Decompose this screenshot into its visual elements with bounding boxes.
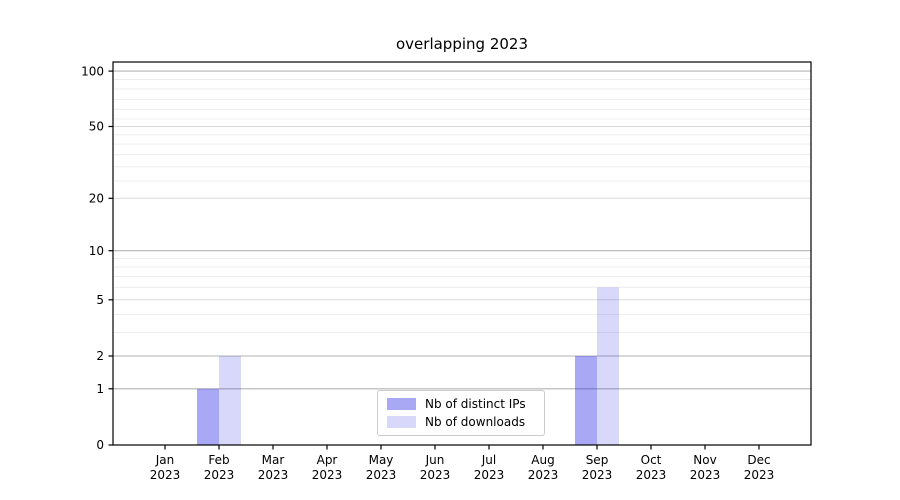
y-tick-label-100: 100 — [81, 64, 104, 78]
x-tick-label-year-dec: 2023 — [744, 468, 775, 482]
x-tick-label-year-apr: 2023 — [312, 468, 343, 482]
x-tick-label-year-jul: 2023 — [474, 468, 505, 482]
x-tick-label-year-aug: 2023 — [528, 468, 559, 482]
y-tick-label-50: 50 — [89, 120, 104, 134]
x-tick-label-year-jan: 2023 — [150, 468, 181, 482]
legend-label-distinct-ips: Nb of distinct IPs — [425, 397, 526, 411]
y-tick-label-20: 20 — [89, 192, 104, 206]
x-tick-label-year-sep: 2023 — [582, 468, 613, 482]
legend-item-downloads: Nb of downloads — [387, 415, 535, 429]
x-tick-label-month-jan: Jan — [155, 453, 175, 467]
bar-ips-sep — [575, 356, 597, 445]
x-tick-label-month-mar: Mar — [262, 453, 285, 467]
y-tick-label-5: 5 — [96, 293, 104, 307]
y-tick-label-10: 10 — [89, 244, 104, 258]
x-tick-label-month-may: May — [369, 453, 394, 467]
x-tick-label-year-nov: 2023 — [690, 468, 721, 482]
x-tick-label-year-oct: 2023 — [636, 468, 667, 482]
legend-swatch-downloads — [387, 416, 416, 428]
legend-item-distinct-ips: Nb of distinct IPs — [387, 397, 535, 411]
legend: Nb of distinct IPs Nb of downloads — [377, 390, 545, 436]
x-tick-label-month-aug: Aug — [531, 453, 554, 467]
chart-title: overlapping 2023 — [396, 35, 528, 53]
x-tick-label-month-feb: Feb — [208, 453, 229, 467]
y-tick-label-2: 2 — [96, 349, 104, 363]
x-tick-label-month-jul: Jul — [481, 453, 496, 467]
bar-downloads-feb — [219, 356, 241, 445]
x-tick-label-year-may: 2023 — [366, 468, 397, 482]
x-tick-label-month-nov: Nov — [693, 453, 716, 467]
bar-downloads-sep — [597, 287, 619, 445]
x-tick-label-month-sep: Sep — [586, 453, 609, 467]
y-tick-label-0: 0 — [96, 438, 104, 452]
y-tick-label-1: 1 — [96, 382, 104, 396]
x-tick-label-year-feb: 2023 — [204, 468, 235, 482]
legend-swatch-distinct-ips — [387, 398, 416, 410]
plot-frame — [112, 61, 812, 446]
x-tick-label-month-jun: Jun — [425, 453, 445, 467]
x-tick-label-month-dec: Dec — [747, 453, 770, 467]
bar-ips-feb — [197, 388, 219, 445]
x-tick-label-year-mar: 2023 — [258, 468, 289, 482]
legend-label-downloads: Nb of downloads — [425, 415, 526, 429]
x-tick-label-month-oct: Oct — [641, 453, 662, 467]
x-tick-label-year-jun: 2023 — [420, 468, 451, 482]
x-tick-label-month-apr: Apr — [317, 453, 338, 467]
